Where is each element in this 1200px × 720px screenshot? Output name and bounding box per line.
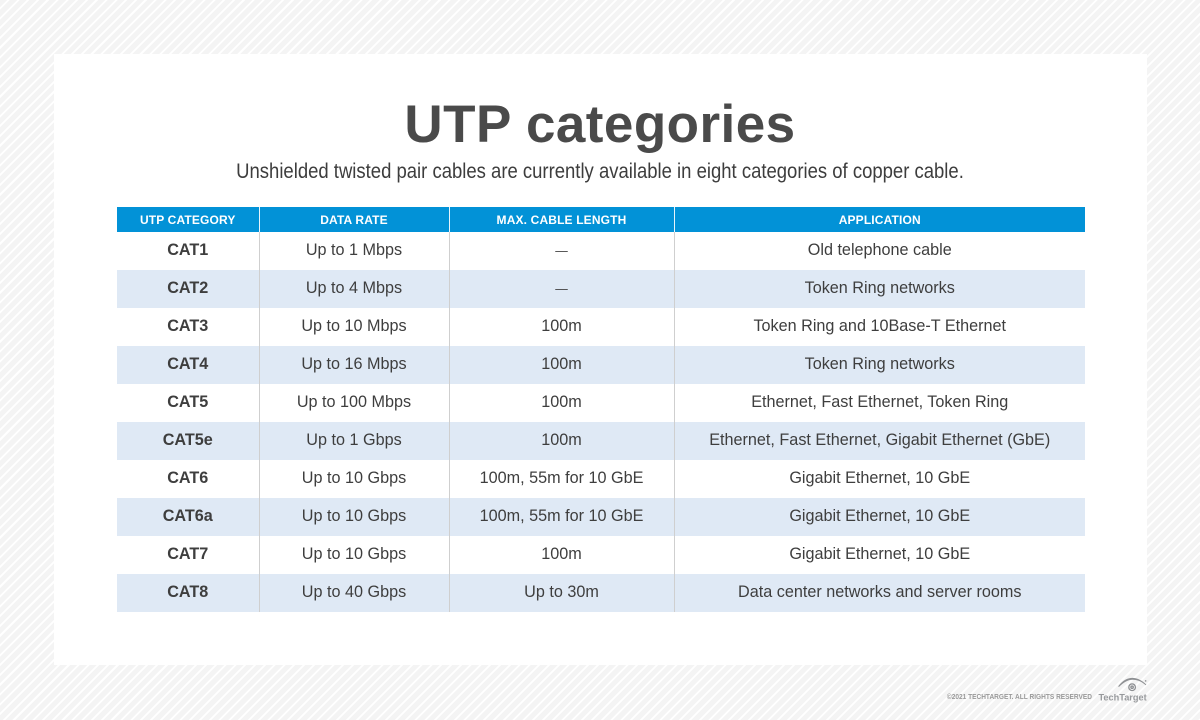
svg-text:TechTarget: TechTarget — [1099, 692, 1147, 702]
